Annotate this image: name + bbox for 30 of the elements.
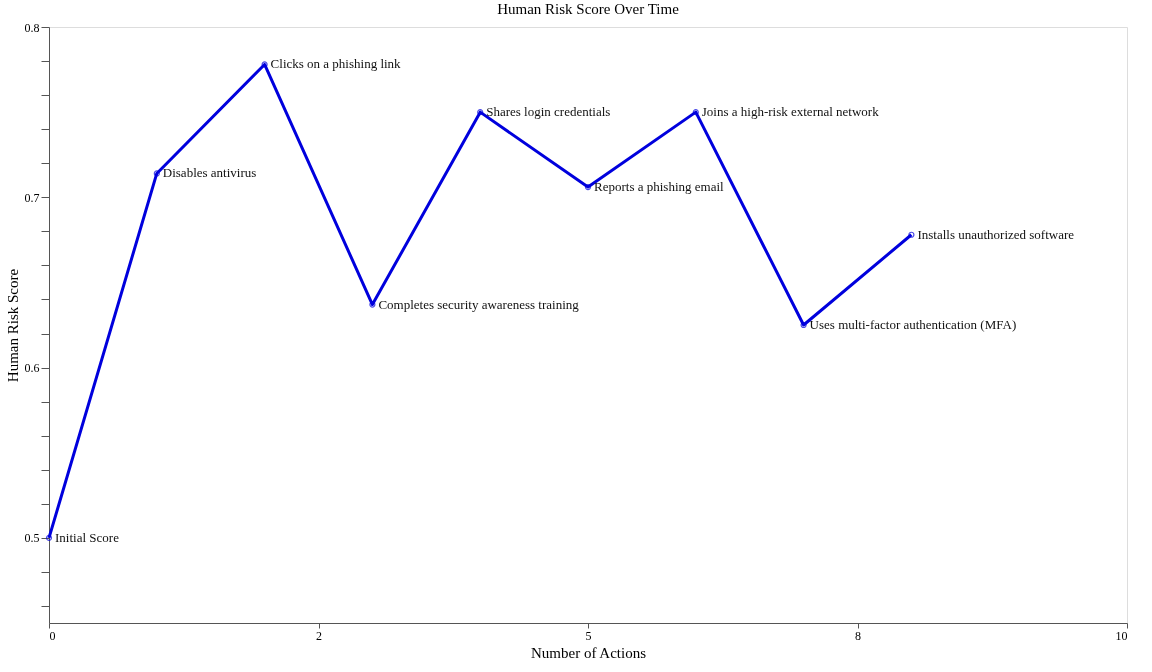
point (800, 321, 807, 329)
x-tick-label: 8 (855, 628, 861, 643)
point (908, 231, 915, 238)
data-label: Reports a phishing email (594, 179, 725, 195)
y-axis-title: Human Risk Score (4, 268, 21, 383)
y-tick-label: 0.6 (24, 361, 40, 376)
data-label: Completes security awareness training (378, 296, 580, 312)
x-tick-label: 10 (1115, 628, 1128, 643)
data-label: Initial Score (55, 529, 120, 545)
x-axis-title: Number of Actions (531, 644, 647, 661)
y-tick-label: 0.8 (24, 20, 40, 35)
point (369, 301, 376, 308)
x-tick-label: 2 (316, 628, 322, 643)
point (477, 109, 484, 116)
point (584, 183, 592, 191)
y-tick-label: 0.5 (24, 531, 40, 546)
point (153, 170, 160, 177)
x-tick-label: 5 (585, 628, 592, 643)
x-tick-label: 0 (49, 628, 56, 643)
point (261, 61, 268, 68)
point (692, 109, 699, 116)
data-label: Disables antivirus (162, 165, 257, 181)
data-label: Joins a high-risk external network (701, 104, 880, 120)
y-tick-label: 0.7 (24, 190, 40, 205)
data-label: Uses multi-factor authentication (MFA) (809, 317, 1017, 332)
point (45, 534, 53, 541)
data-label: Shares login credentials (486, 104, 611, 120)
data-label: Installs unauthorized software (917, 226, 1075, 242)
chart-title: Human Risk Score Over Time (497, 1, 680, 17)
data-label: Clicks on a phishing link (270, 56, 402, 72)
